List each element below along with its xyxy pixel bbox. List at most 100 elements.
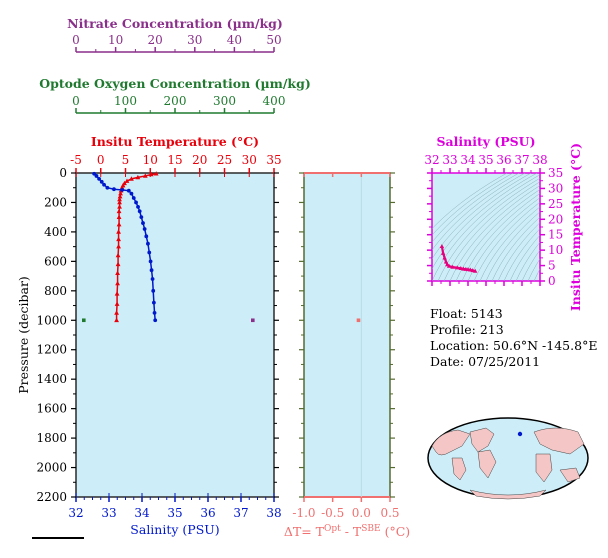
- salinity-point: [102, 182, 106, 187]
- temperature-point: [124, 178, 130, 183]
- isopycnal-line: [467, 197, 540, 281]
- salinity-tick-label: 37: [233, 506, 248, 520]
- isopycnal-line: [432, 173, 532, 260]
- isopycnal-line: [558, 163, 608, 281]
- isopycnal-line: [582, 163, 608, 281]
- temperature-point: [114, 301, 120, 306]
- isopycnal-line: [432, 173, 526, 251]
- isopycnal-line: [485, 211, 540, 281]
- salinity-point: [147, 250, 152, 255]
- isopycnal-line: [479, 206, 540, 281]
- isopycnal-line: [527, 258, 540, 281]
- temperature-point: [142, 173, 148, 178]
- footer-stamp: [32, 537, 84, 539]
- delta-t-axis-label: ΔT= TOpt - TSBE (°C): [284, 524, 410, 539]
- salinity-tick-label: 32: [68, 506, 83, 520]
- salinity-point: [151, 288, 156, 293]
- ts-salinity-tick-label: 34: [460, 153, 476, 167]
- ts-point: [446, 263, 452, 268]
- ts-temperature-tick-label: 35: [548, 166, 563, 180]
- salinity-tick-label: 34: [134, 506, 150, 520]
- salinity-point: [142, 227, 147, 231]
- ts-temperature-tick-label: 5: [548, 259, 556, 273]
- oxygen-point: [82, 318, 86, 323]
- temperature-point: [116, 236, 121, 242]
- isopycnal-line: [461, 193, 540, 281]
- isopycnal-line: [432, 173, 520, 243]
- isopycnal-line: [515, 241, 540, 281]
- isopycnal-line: [521, 249, 540, 281]
- pressure-tick-label: 1600: [36, 402, 67, 416]
- temperature-tick-label: 15: [167, 153, 182, 167]
- ts-point: [439, 244, 445, 249]
- salinity-tick-label: 38: [266, 506, 281, 520]
- salinity-point: [151, 300, 156, 305]
- salinity-point: [97, 176, 101, 181]
- ts-salinity-tick-label: 33: [442, 153, 457, 167]
- nitrate-tick-label: 30: [187, 33, 202, 47]
- salinity-point: [150, 277, 155, 281]
- delta-t-point: [356, 318, 361, 323]
- world-map: [427, 417, 589, 500]
- temperature-point: [116, 229, 121, 234]
- isopycnal-line: [432, 173, 538, 270]
- isopycnal-line: [432, 174, 540, 281]
- pressure-tick-label: 800: [44, 284, 67, 298]
- pressure-tick-label: 200: [44, 195, 67, 209]
- ts-salinity-tick-label: 36: [496, 153, 511, 167]
- nitrate-tick-label: 20: [148, 33, 163, 47]
- salinity-point: [144, 234, 149, 239]
- isopycnal-line: [503, 228, 540, 281]
- temperature-point: [115, 252, 121, 258]
- isopycnal-line: [497, 222, 540, 281]
- ts-point: [470, 268, 475, 273]
- delta-t-tick-label: -0.5: [321, 506, 344, 520]
- map-land: [431, 427, 585, 500]
- salinity-point: [99, 179, 104, 184]
- ts-temperature-tick-label: 10: [548, 243, 563, 257]
- oxygen-tick-label: 400: [263, 94, 286, 108]
- profile-number: Profile: 213: [430, 322, 504, 337]
- temperature-point: [116, 208, 122, 214]
- salinity-tick-label: 36: [200, 506, 215, 520]
- salinity-point: [153, 318, 158, 323]
- pressure-tick-label: 1200: [36, 343, 67, 357]
- temperature-tick-label: 25: [217, 153, 232, 167]
- ts-point: [458, 265, 463, 270]
- ts-salinity-tick-label: 38: [532, 153, 547, 167]
- salinity-point: [120, 188, 125, 192]
- float-location-marker: [517, 431, 523, 437]
- temperature-point: [148, 171, 154, 177]
- salinity-point: [129, 191, 134, 196]
- nitrate-axis-label: Nitrate Concentration (µm/kg): [67, 16, 283, 31]
- temperature-point: [115, 280, 120, 286]
- nitrate-tick-label: 40: [227, 33, 242, 47]
- temperature-point: [117, 193, 123, 199]
- temperature-point: [117, 204, 122, 209]
- temperature-point: [114, 310, 119, 315]
- temperature-point: [114, 317, 119, 323]
- pressure-tick-label: 1400: [36, 372, 67, 386]
- ts-temperature-tick-label: 0: [548, 274, 556, 288]
- ts-point: [450, 264, 455, 269]
- temperature-point: [117, 199, 122, 205]
- ts-diagram: Salinity (PSU) 32 33 34 35 36 37 3805101520253…: [424, 134, 608, 311]
- oxygen-tick-label: 300: [213, 94, 236, 108]
- temperature-point: [129, 176, 134, 181]
- ts-point: [455, 265, 460, 270]
- ts-salinity-tick-label: 35: [478, 153, 493, 167]
- temperature-point: [114, 291, 120, 296]
- salinity-point: [146, 241, 150, 246]
- pressure-tick-label: 600: [44, 254, 67, 268]
- salinity-point: [112, 187, 116, 192]
- oxygen-axis: Optode Oxygen Concentration (µm/kg) 0 100…: [39, 76, 311, 114]
- isopycnal-line: [491, 216, 540, 281]
- temperature-point: [115, 270, 120, 275]
- nitrate-axis: Nitrate Concentration (µm/kg) 0 10 20 30 40 5…: [67, 16, 283, 53]
- salinity-point: [137, 209, 142, 214]
- isopycnal-line: [432, 173, 508, 230]
- salinity-point: [141, 221, 145, 225]
- float-id: Float: 5143: [430, 306, 503, 321]
- ts-temperature-tick-label: 15: [548, 228, 563, 242]
- nitrate-tick-label: 0: [72, 33, 80, 47]
